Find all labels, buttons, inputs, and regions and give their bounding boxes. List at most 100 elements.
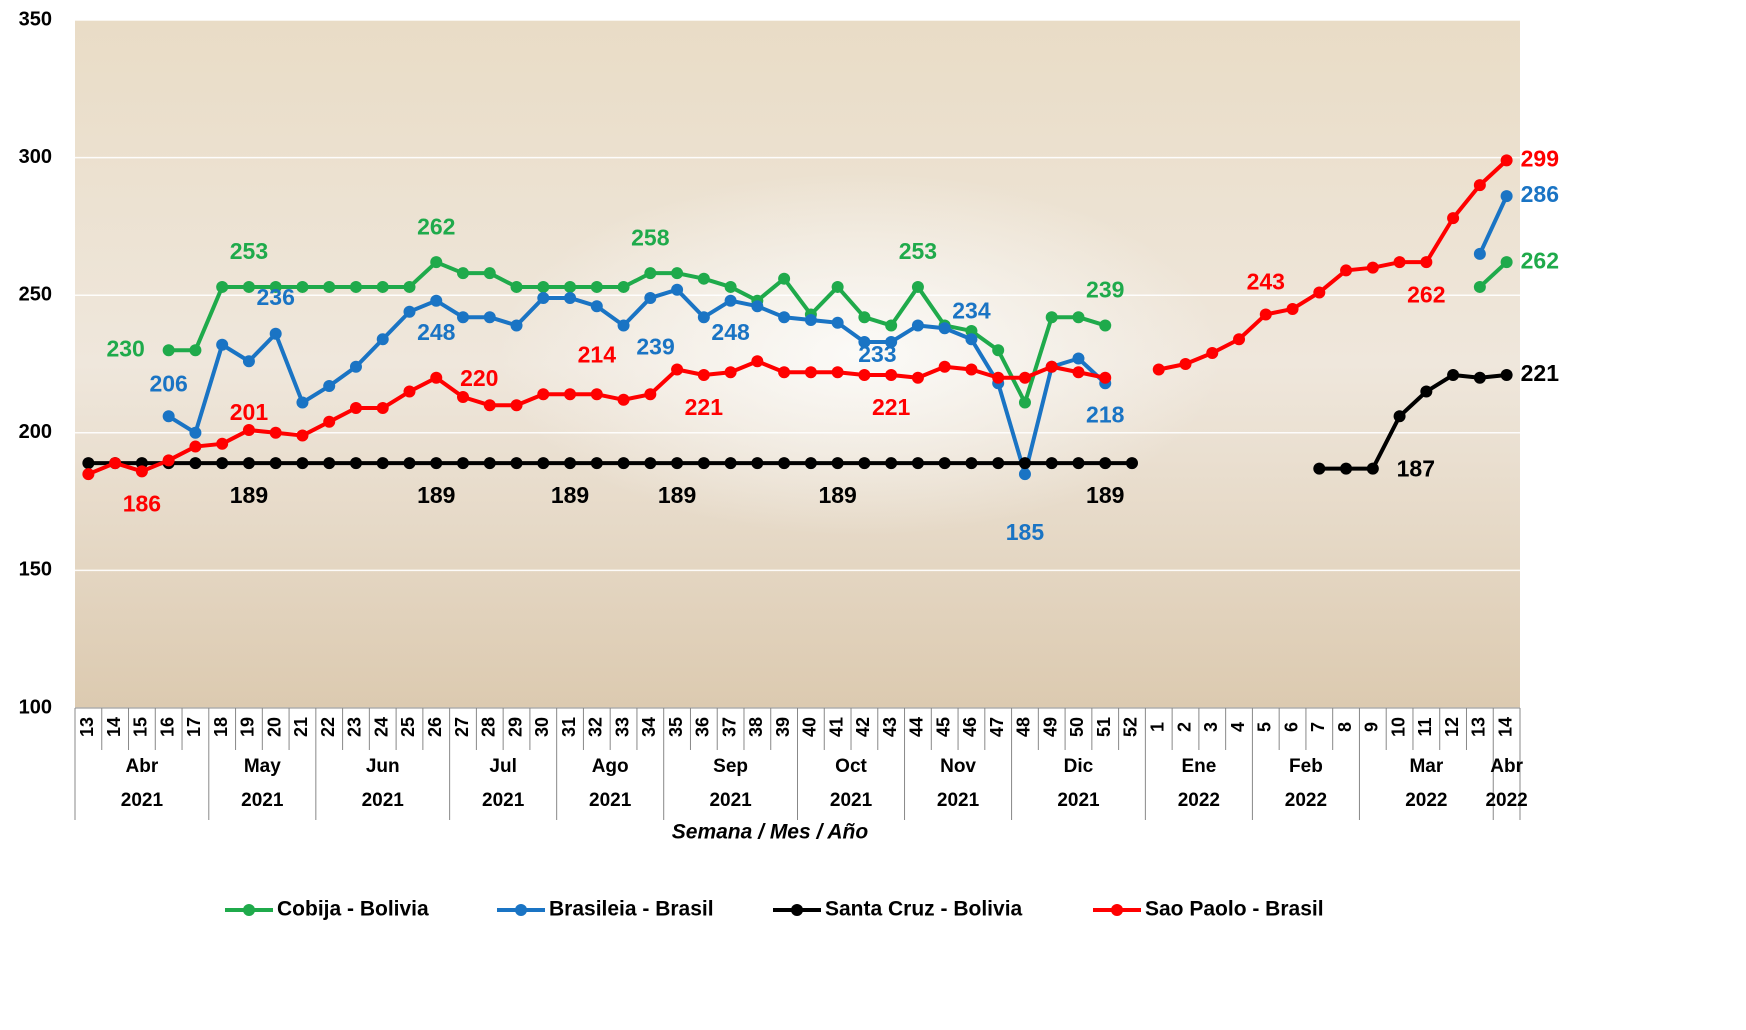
x-tick-label: 14 bbox=[104, 717, 124, 737]
data-point bbox=[403, 457, 416, 470]
data-point bbox=[1018, 457, 1031, 470]
data-label: 286 bbox=[1521, 181, 1559, 207]
x-tick-label: 15 bbox=[131, 717, 151, 737]
year-label: 2021 bbox=[121, 790, 164, 811]
data-point bbox=[1233, 333, 1246, 346]
year-label: 2021 bbox=[241, 790, 284, 811]
x-tick-label: 9 bbox=[1362, 722, 1382, 732]
data-point bbox=[430, 256, 443, 269]
x-tick-label: 40 bbox=[800, 717, 820, 737]
data-point bbox=[457, 267, 470, 280]
data-label: 253 bbox=[230, 238, 268, 264]
data-point bbox=[216, 437, 229, 450]
data-point bbox=[1500, 369, 1513, 382]
data-point bbox=[751, 457, 764, 470]
month-label: Dic bbox=[1064, 756, 1094, 777]
x-tick-label: 14 bbox=[1495, 717, 1515, 737]
data-label: 221 bbox=[685, 394, 724, 420]
x-tick-label: 21 bbox=[291, 717, 311, 737]
data-point bbox=[1259, 308, 1272, 321]
data-point bbox=[671, 267, 684, 280]
data-point bbox=[376, 280, 389, 293]
data-point bbox=[885, 335, 898, 348]
data-point bbox=[189, 344, 202, 357]
month-label: Ene bbox=[1181, 756, 1216, 777]
data-label: 185 bbox=[1006, 519, 1045, 545]
data-label: 187 bbox=[1397, 456, 1435, 482]
data-point bbox=[296, 396, 309, 409]
data-point bbox=[135, 457, 148, 470]
data-point bbox=[724, 457, 737, 470]
data-label: 299 bbox=[1521, 145, 1559, 171]
data-point bbox=[430, 294, 443, 307]
data-point bbox=[911, 371, 924, 384]
data-label: 221 bbox=[1521, 360, 1560, 386]
data-point bbox=[349, 360, 362, 373]
data-point bbox=[376, 457, 389, 470]
data-point bbox=[992, 344, 1005, 357]
x-tick-label: 23 bbox=[345, 717, 365, 737]
x-tick-label: 27 bbox=[452, 717, 472, 737]
x-tick-label: 19 bbox=[238, 717, 258, 737]
month-label: Mar bbox=[1409, 756, 1443, 777]
data-label: 236 bbox=[257, 284, 295, 310]
x-tick-label: 42 bbox=[853, 717, 873, 737]
year-label: 2022 bbox=[1178, 790, 1220, 811]
data-label: 239 bbox=[1086, 277, 1124, 303]
data-point bbox=[403, 385, 416, 398]
legend-label: Sao Paolo - Brasil bbox=[1145, 898, 1324, 921]
data-label: 189 bbox=[551, 482, 589, 508]
y-tick-label: 150 bbox=[19, 559, 52, 581]
data-point bbox=[938, 457, 951, 470]
legend-marker bbox=[1111, 904, 1123, 916]
data-point bbox=[831, 280, 844, 293]
x-tick-label: 29 bbox=[505, 717, 525, 737]
data-point bbox=[1393, 256, 1406, 269]
x-tick-label: 41 bbox=[826, 717, 846, 737]
legend-marker bbox=[791, 904, 803, 916]
legend-label: Brasileia - Brasil bbox=[549, 898, 714, 921]
year-label: 2021 bbox=[830, 790, 873, 811]
year-label: 2021 bbox=[937, 790, 980, 811]
data-point bbox=[376, 333, 389, 346]
data-point bbox=[269, 327, 282, 340]
data-point bbox=[911, 319, 924, 332]
data-point bbox=[82, 468, 95, 481]
x-tick-label: 5 bbox=[1255, 722, 1275, 732]
data-point bbox=[242, 424, 255, 437]
x-tick-label: 20 bbox=[264, 717, 284, 737]
month-label: Feb bbox=[1289, 756, 1323, 777]
data-point bbox=[1018, 468, 1031, 481]
month-label: Ago bbox=[592, 756, 629, 777]
data-point bbox=[189, 457, 202, 470]
data-point bbox=[1393, 410, 1406, 423]
data-point bbox=[189, 440, 202, 453]
data-point bbox=[1099, 319, 1112, 332]
data-point bbox=[242, 280, 255, 293]
x-tick-label: 18 bbox=[211, 717, 231, 737]
data-point bbox=[564, 388, 577, 401]
data-point bbox=[590, 280, 603, 293]
data-point bbox=[269, 426, 282, 439]
x-tick-label: 44 bbox=[907, 717, 927, 737]
x-tick-label: 48 bbox=[1014, 717, 1034, 737]
data-point bbox=[1152, 363, 1165, 376]
x-tick-label: 39 bbox=[773, 717, 793, 737]
data-label: 239 bbox=[636, 334, 674, 360]
data-point bbox=[965, 324, 978, 337]
data-point bbox=[858, 335, 871, 348]
data-point bbox=[644, 267, 657, 280]
x-tick-label: 32 bbox=[586, 717, 606, 737]
data-point bbox=[189, 426, 202, 439]
data-label: 233 bbox=[858, 341, 896, 367]
data-point bbox=[216, 338, 229, 351]
data-point bbox=[162, 344, 175, 357]
data-point bbox=[992, 457, 1005, 470]
data-point bbox=[349, 402, 362, 415]
data-point bbox=[349, 280, 362, 293]
data-point bbox=[1473, 247, 1486, 260]
data-point bbox=[510, 319, 523, 332]
plot-decoration bbox=[340, 120, 1380, 640]
data-label: 220 bbox=[460, 365, 498, 391]
